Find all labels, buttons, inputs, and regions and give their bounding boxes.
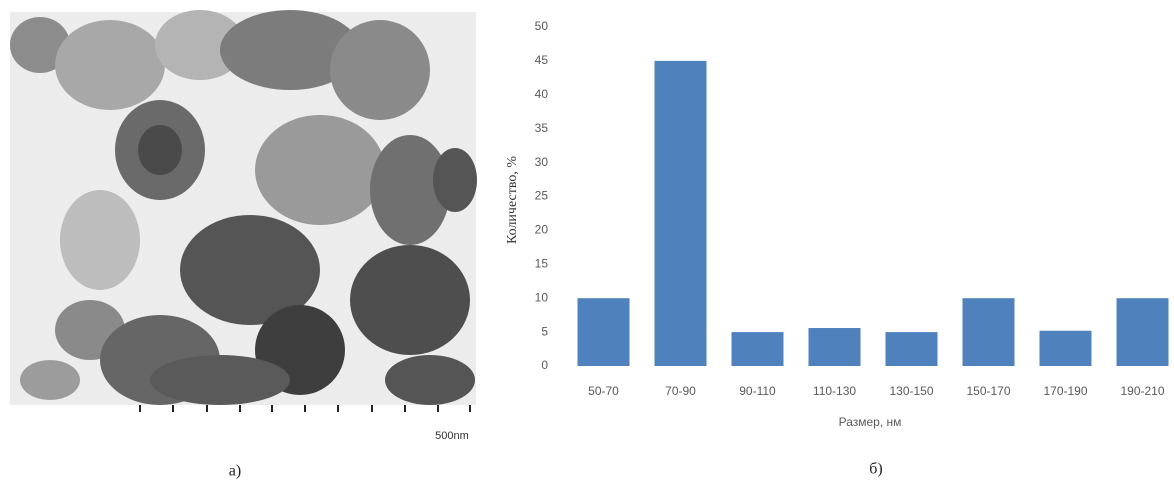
bar	[1116, 298, 1169, 366]
x-tick-label: 70-90	[665, 384, 696, 398]
tem-image: 500nm	[10, 10, 477, 442]
y-tick-label: 50	[535, 19, 549, 33]
x-axis-label: Размер, нм	[839, 415, 902, 429]
x-tick-label: 110-130	[813, 384, 856, 398]
scale-label: 500nm	[435, 430, 469, 442]
x-tick-label: 50-70	[588, 384, 619, 398]
bar	[1039, 330, 1092, 366]
y-tick-label: 40	[535, 87, 549, 101]
y-tick-label: 0	[541, 358, 548, 372]
bar	[962, 298, 1015, 366]
y-tick-label: 15	[535, 256, 549, 270]
x-tick-label: 150-170	[966, 384, 1010, 398]
x-tick-label: 130-150	[889, 384, 933, 398]
y-tick-label: 5	[541, 324, 548, 338]
caption: а)	[229, 463, 241, 480]
y-axis-label: Количество, %	[505, 156, 520, 244]
bar	[885, 332, 938, 366]
y-tick-label: 45	[535, 53, 549, 67]
y-tick-label: 25	[535, 189, 549, 203]
y-tick-label: 20	[535, 223, 549, 237]
caption: б)	[869, 461, 882, 478]
bar	[731, 332, 784, 366]
y-tick-label: 35	[535, 121, 549, 135]
bar	[577, 298, 630, 366]
x-tick-label: 190-210	[1120, 384, 1164, 398]
y-tick-label: 10	[535, 290, 549, 304]
bar	[808, 328, 861, 366]
x-tick-label: 90-110	[739, 384, 776, 398]
y-tick-label: 30	[535, 155, 549, 169]
x-tick-label: 170-190	[1043, 384, 1087, 398]
bar	[654, 60, 707, 367]
